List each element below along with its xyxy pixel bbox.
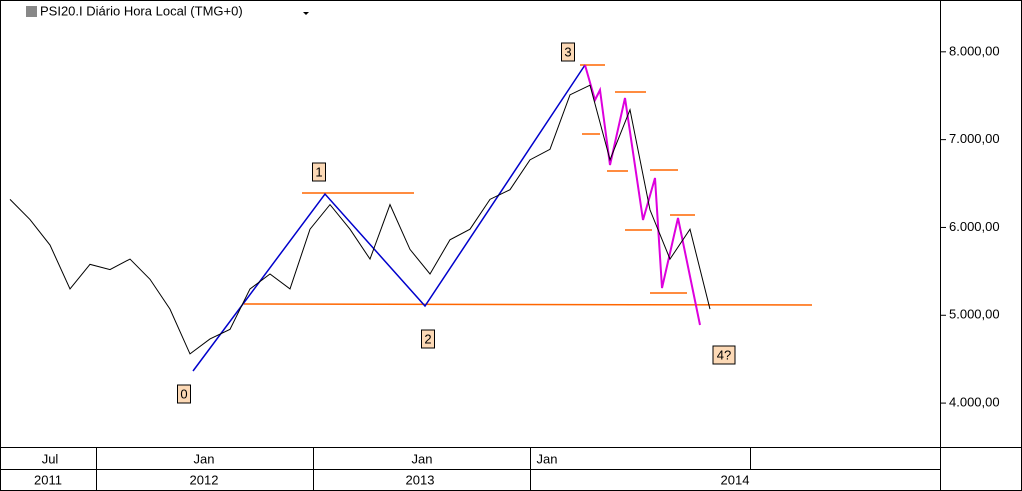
wave-label-box — [312, 162, 326, 182]
wave-label-box — [177, 384, 191, 404]
y-tick-label: 4.000,00 — [949, 395, 1000, 410]
title-dropdown[interactable] — [303, 12, 309, 15]
wave-label-box — [421, 329, 435, 349]
chart-title: PSI20.I Diário Hora Local (TMG+0) — [40, 3, 243, 18]
wave-zigzag — [192, 64, 586, 372]
x-month-label: Jul — [42, 451, 59, 466]
x-year-label: 2014 — [721, 472, 750, 487]
wave-label: 3 — [564, 44, 571, 59]
x-year-label: 2012 — [190, 472, 219, 487]
wave-label: 4? — [717, 347, 731, 362]
chart-icon — [26, 6, 37, 17]
x-year-label: 2011 — [34, 472, 62, 487]
y-tick-label: 6.000,00 — [949, 219, 1000, 234]
price-line — [9, 84, 711, 355]
x-month-label: Jan — [412, 451, 433, 466]
orange-levels — [243, 64, 813, 306]
wave-label: 2 — [424, 331, 431, 346]
y-tick-label: 8.000,00 — [949, 43, 1000, 58]
x-month-label: Jan — [537, 451, 558, 466]
wave-label-box — [712, 345, 736, 365]
wave-label: 1 — [315, 164, 322, 179]
wave-label: 0 — [180, 386, 187, 401]
x-year-label: 2013 — [406, 472, 435, 487]
y-tick-label: 7.000,00 — [949, 131, 1000, 146]
y-tick-label: 5.000,00 — [949, 307, 1000, 322]
x-month-label: Jan — [194, 451, 215, 466]
wave-label-box — [561, 42, 575, 62]
wave-sub — [584, 64, 701, 326]
